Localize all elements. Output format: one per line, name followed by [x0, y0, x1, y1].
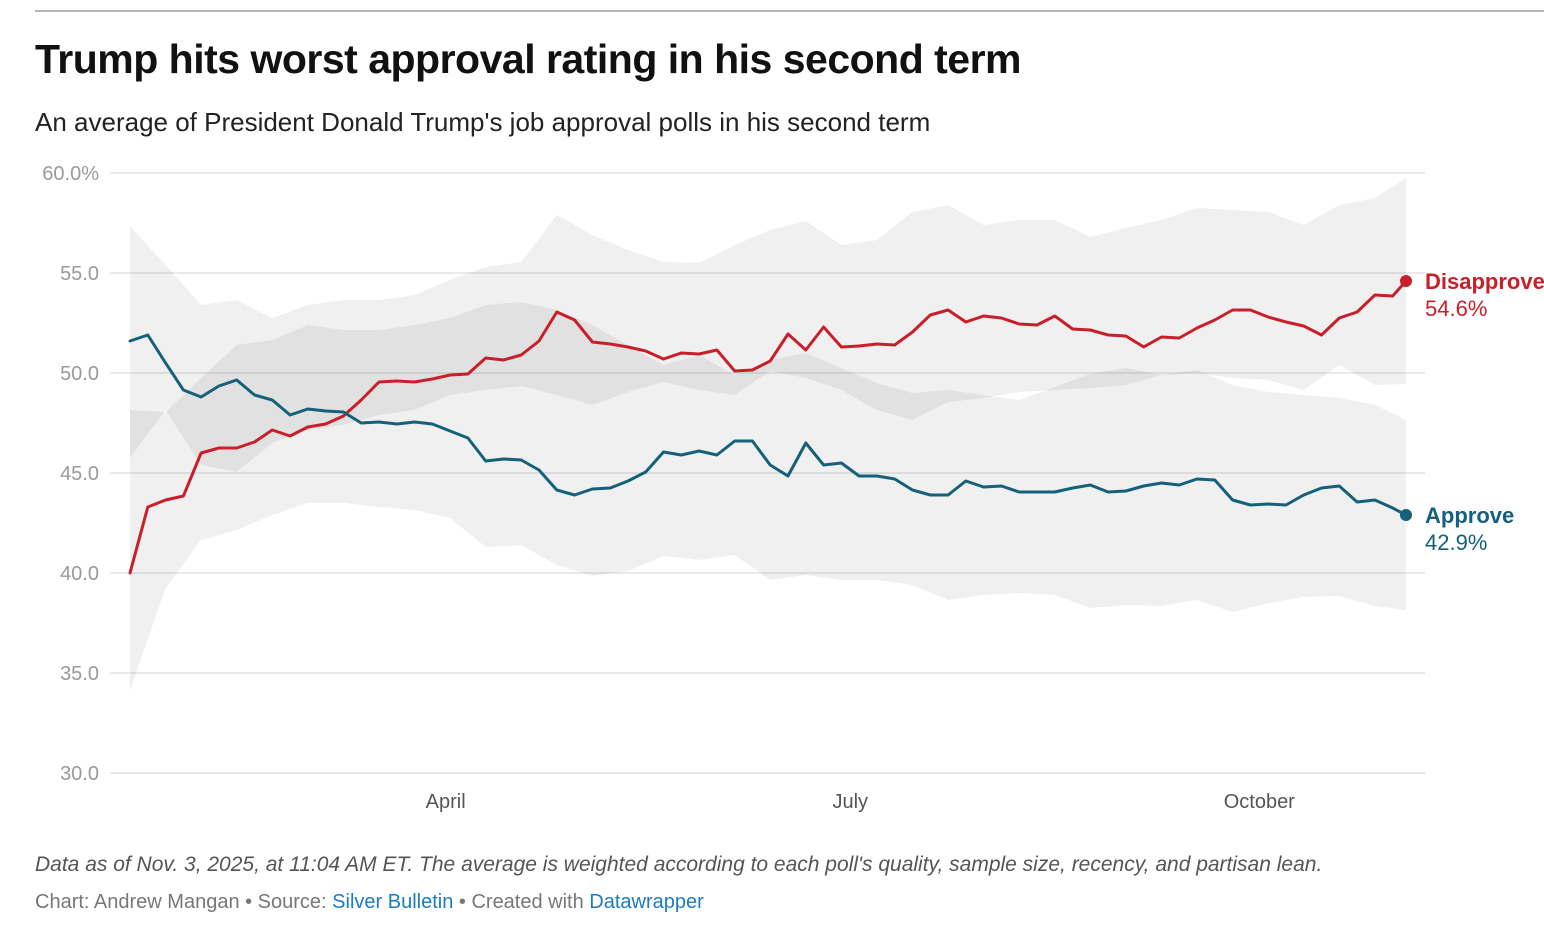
approve-line [128, 333, 1408, 517]
disapprove-confidence-band [130, 178, 1406, 472]
chart-title: Trump hits worst approval rating in his … [35, 36, 1022, 82]
disapprove-end-dot [1400, 275, 1412, 287]
approve-confidence-band [130, 302, 1406, 690]
x-tick-label: July [832, 791, 868, 813]
x-tick-label: April [426, 791, 466, 813]
y-tick-label: 40.0 [60, 563, 99, 585]
tool-separator: • Created with [453, 891, 590, 913]
disapprove-label: Disapprove [1425, 269, 1544, 294]
x-tick-label: October [1224, 791, 1295, 813]
disapprove-value: 54.6% [1425, 296, 1487, 321]
top-rule [35, 10, 1544, 12]
datawrapper-link[interactable]: Datawrapper [589, 891, 704, 913]
disapprove-line [128, 279, 1408, 575]
y-tick-label: 45.0 [60, 463, 99, 485]
y-tick-label: 35.0 [60, 663, 99, 685]
y-tick-label: 60.0% [42, 163, 99, 185]
approve-end-dot [1400, 509, 1412, 521]
chart-credits: Chart: Andrew Mangan • Source: Silver Bu… [35, 891, 704, 914]
chart-subtitle: An average of President Donald Trump's j… [35, 107, 931, 137]
y-tick-label: 30.0 [60, 763, 99, 785]
y-tick-label: 55.0 [60, 263, 99, 285]
chart-author: Chart: Andrew Mangan [35, 891, 240, 913]
chart-notes: Data as of Nov. 3, 2025, at 11:04 AM ET.… [35, 853, 1323, 876]
y-tick-label: 50.0 [60, 363, 99, 385]
approve-value: 42.9% [1425, 530, 1487, 555]
approve-label: Approve [1425, 503, 1514, 528]
source-link[interactable]: Silver Bulletin [332, 891, 454, 913]
source-separator: • Source: [239, 891, 333, 913]
